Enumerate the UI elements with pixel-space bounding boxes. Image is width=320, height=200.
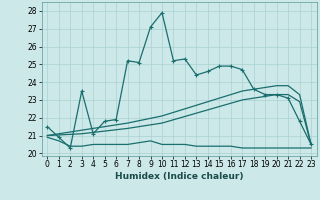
X-axis label: Humidex (Indice chaleur): Humidex (Indice chaleur) [115, 172, 244, 181]
